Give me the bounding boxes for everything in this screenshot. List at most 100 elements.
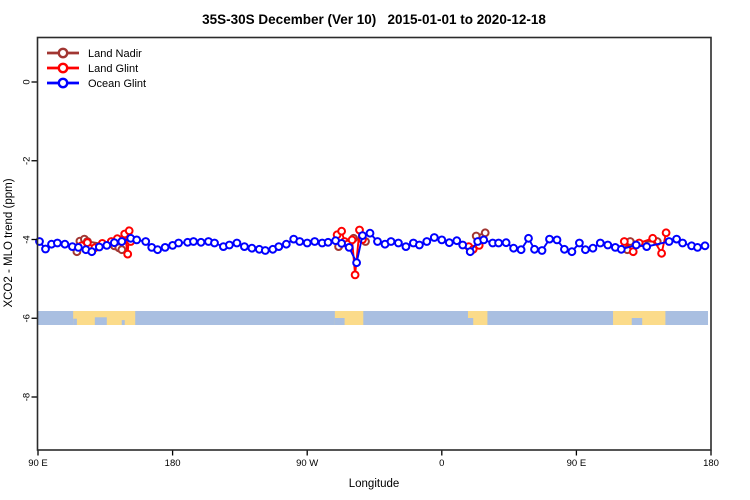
data-point	[232, 238, 242, 248]
map-band-layer	[38, 311, 709, 325]
data-point	[174, 238, 184, 248]
data-point	[83, 238, 92, 248]
legend-label: Land Glint	[88, 63, 138, 75]
data-point	[394, 238, 403, 248]
y-tick-label: 0	[22, 79, 33, 84]
data-point	[302, 238, 312, 248]
data-point	[664, 237, 674, 246]
data-point	[210, 238, 219, 248]
data-point	[323, 237, 333, 247]
data-point	[401, 242, 411, 252]
legend-marker	[57, 62, 69, 74]
y-tick-label: -6	[22, 314, 33, 322]
data-point	[560, 244, 569, 254]
data-point	[310, 237, 320, 246]
coast-notch	[73, 318, 77, 325]
axes-layer: 90 E 180 90 W 0 90 E 180 0 -2 -4 -6 -8	[22, 79, 719, 469]
data-point	[160, 243, 170, 252]
x-tick-label: 90 E	[567, 458, 587, 469]
data-point	[41, 244, 50, 254]
data-point	[700, 241, 710, 251]
data-point	[619, 237, 629, 246]
data-point	[415, 240, 424, 250]
data-point	[465, 247, 475, 257]
data-point	[545, 234, 554, 244]
data-point	[458, 240, 468, 250]
data-point	[537, 246, 547, 255]
data-point	[530, 244, 539, 254]
data-point	[661, 228, 671, 238]
data-point	[274, 242, 284, 252]
data-point	[352, 258, 362, 268]
data-point	[117, 237, 127, 246]
data-point	[117, 245, 127, 255]
data-point	[422, 237, 432, 246]
data-point	[524, 233, 533, 243]
data-point	[452, 236, 462, 246]
data-point	[595, 238, 605, 248]
data-point	[437, 235, 447, 245]
legend-label: Ocean Glint	[88, 78, 146, 90]
data-point	[240, 242, 249, 252]
data-point	[386, 237, 396, 246]
data-point	[74, 243, 83, 252]
legend-marker	[57, 77, 69, 89]
data-point	[123, 249, 133, 259]
data-point	[281, 239, 291, 249]
data-point	[444, 238, 454, 248]
legend: Land Nadir Land Glint Ocean Glint	[47, 47, 146, 90]
data-point	[552, 235, 562, 245]
data-point	[603, 240, 613, 250]
data-point	[347, 235, 357, 245]
data-point	[94, 242, 104, 252]
data-point	[141, 237, 151, 246]
data-point	[509, 243, 518, 253]
data-point	[350, 270, 360, 280]
x-tick-label: 180	[165, 458, 181, 469]
data-point	[196, 237, 206, 247]
data-point	[480, 228, 490, 238]
y-tick-label: -2	[22, 157, 33, 165]
legend-marker	[57, 47, 69, 59]
legend-item-land-glint: Land Glint	[47, 62, 138, 75]
data-point	[87, 247, 97, 257]
chart-title: 35S-30S December (Ver 10) 2015-01-01 to …	[202, 12, 546, 27]
data-point	[53, 238, 62, 248]
series-ocean-glint	[35, 228, 710, 268]
data-point	[225, 240, 234, 250]
data-point	[479, 235, 489, 245]
legend-item-land-nadir: Land Nadir	[47, 47, 142, 60]
data-point	[501, 238, 511, 248]
data-point	[429, 233, 439, 242]
data-point	[247, 243, 257, 253]
data-point	[60, 239, 70, 249]
data-point	[588, 243, 598, 253]
data-point	[567, 247, 577, 257]
data-point	[337, 226, 347, 236]
legend-label: Land Nadir	[88, 48, 142, 60]
data-point	[344, 243, 354, 252]
data-point	[132, 235, 142, 245]
x-tick-label: 90 E	[28, 458, 48, 469]
data-point	[153, 245, 163, 255]
data-point	[628, 247, 638, 257]
legend-item-ocean-glint: Ocean Glint	[47, 77, 146, 90]
data-point	[260, 246, 270, 255]
ocean-strip	[38, 311, 709, 325]
coast-notch	[334, 318, 345, 325]
data-point	[494, 238, 504, 248]
coast-notch	[94, 317, 107, 325]
plot-border	[36, 36, 712, 451]
data-point	[102, 241, 112, 250]
data-point	[373, 237, 382, 246]
data-point	[693, 243, 702, 252]
data-point	[631, 240, 641, 250]
series-layer	[35, 225, 710, 280]
x-axis-label: Longitude	[349, 478, 400, 490]
y-tick-label: -8	[22, 393, 33, 401]
data-point	[295, 237, 305, 246]
data-point	[678, 238, 687, 248]
data-point	[124, 226, 134, 236]
